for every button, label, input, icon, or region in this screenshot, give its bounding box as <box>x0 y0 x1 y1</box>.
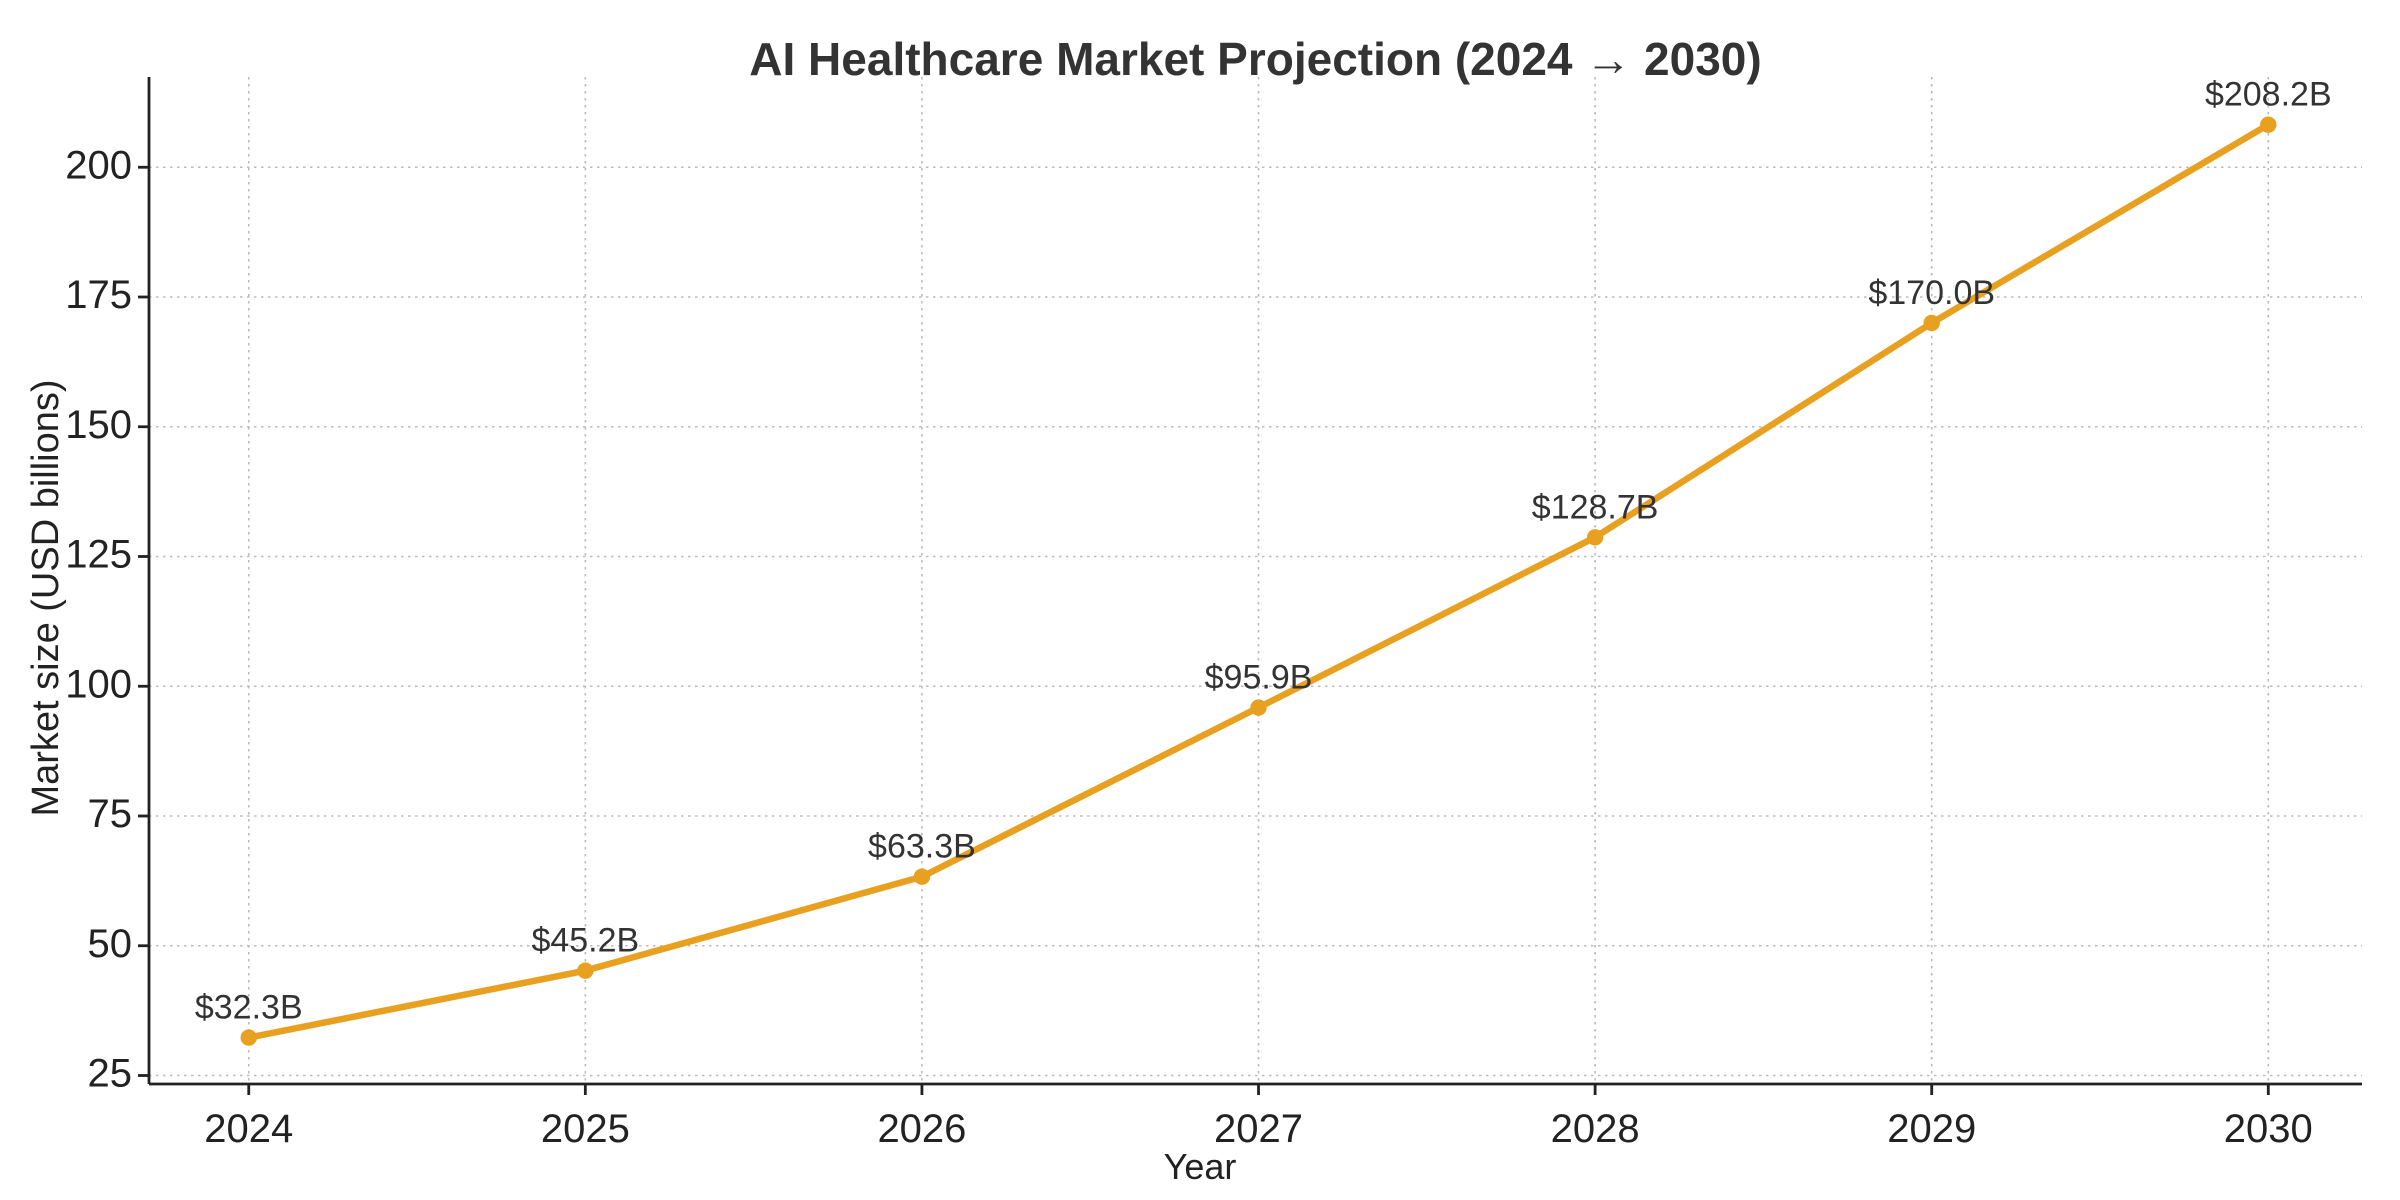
svg-text:125: 125 <box>65 533 132 577</box>
svg-text:$63.3B: $63.3B <box>868 828 976 866</box>
svg-text:2025: 2025 <box>541 1107 630 1151</box>
svg-text:200: 200 <box>65 143 132 187</box>
svg-text:75: 75 <box>88 792 133 836</box>
svg-text:$95.9B: $95.9B <box>1205 659 1313 697</box>
svg-text:175: 175 <box>65 273 132 317</box>
svg-text:2026: 2026 <box>877 1107 966 1151</box>
svg-text:$45.2B: $45.2B <box>531 922 639 960</box>
svg-text:25: 25 <box>88 1052 133 1096</box>
svg-text:2030: 2030 <box>2224 1107 2313 1151</box>
svg-text:2027: 2027 <box>1214 1107 1303 1151</box>
svg-text:2029: 2029 <box>1887 1107 1976 1151</box>
svg-text:150: 150 <box>65 403 132 447</box>
svg-text:100: 100 <box>65 662 132 706</box>
svg-text:$128.7B: $128.7B <box>1532 488 1659 526</box>
svg-text:$170.0B: $170.0B <box>1868 274 1995 312</box>
svg-text:2028: 2028 <box>1551 1107 1640 1151</box>
svg-text:50: 50 <box>88 922 133 966</box>
svg-text:2024: 2024 <box>204 1107 293 1151</box>
svg-text:$32.3B: $32.3B <box>195 989 303 1027</box>
